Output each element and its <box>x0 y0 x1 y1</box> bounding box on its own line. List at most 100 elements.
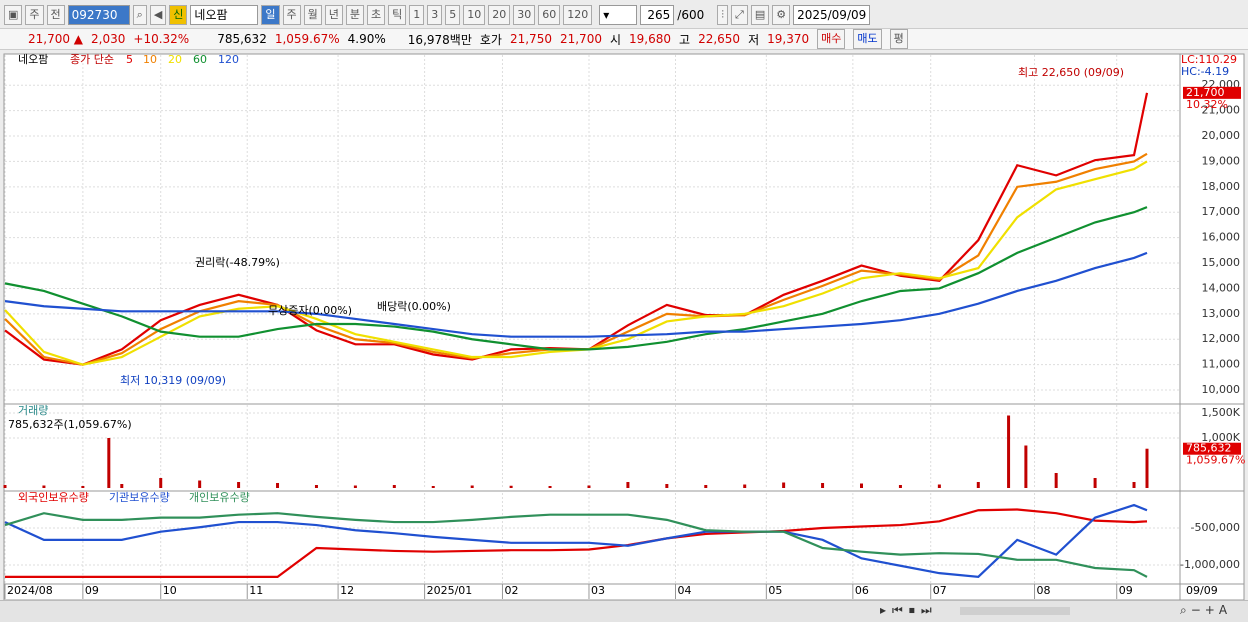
count-max: /600 <box>677 8 705 22</box>
y-tick-label: 16,000 <box>1202 231 1241 244</box>
annotation: 무상증자(0.00%) <box>268 304 352 317</box>
x-tick-label: 11 <box>249 584 263 597</box>
low: 19,370 <box>767 32 810 46</box>
current-label: 785,632 <box>1186 442 1232 455</box>
current-label: 21,700 <box>1186 86 1225 99</box>
unit[interactable]: 년 <box>324 5 343 25</box>
open-label: 시 <box>609 32 622 47</box>
unit[interactable]: 초 <box>367 5 386 25</box>
date[interactable]: 2025/09/09 <box>793 5 871 25</box>
annotation: 최고 22,650 (09/09) <box>1018 66 1124 79</box>
legend-entry: 120 <box>218 53 239 66</box>
volume-bar <box>81 486 85 488</box>
legend-entry: 5 <box>126 53 133 66</box>
volume-bar <box>42 485 46 488</box>
lc: LC:110.29 <box>1181 53 1237 66</box>
interval[interactable]: 120 <box>563 5 593 25</box>
avg-button[interactable]: 평 <box>889 29 908 49</box>
scroll-thumb[interactable] <box>960 607 1070 615</box>
amount: 16,978백만 <box>407 32 472 47</box>
current-box <box>1183 442 1241 455</box>
legend-entry: 10 <box>143 53 157 66</box>
legend-entry: 60 <box>193 53 207 66</box>
y-tick-label: 20,000 <box>1202 129 1241 142</box>
panel-subtitle: 785,632주(1,059.67%) <box>8 418 132 431</box>
x-end-label: 09/09 <box>1186 584 1218 597</box>
interval[interactable]: 60 <box>538 5 561 25</box>
x-tick-label: 06 <box>855 584 869 597</box>
unit[interactable]: 틱 <box>388 5 407 25</box>
low-label: 저 <box>748 32 760 47</box>
series-line <box>4 206 1148 351</box>
interval[interactable]: 3 <box>427 5 443 25</box>
volume-bar <box>704 485 708 488</box>
volume-rate: 1,059.67% <box>274 32 340 46</box>
x-tick-label: 05 <box>768 584 782 597</box>
x-tick-label: 12 <box>340 584 354 597</box>
icon[interactable]: ▣ <box>4 5 23 25</box>
tool[interactable]: ⚙ <box>772 5 791 25</box>
y-tick-label: -1,000,000 <box>1180 558 1240 571</box>
prev[interactable]: 전 <box>46 5 65 25</box>
bid: 21,700 <box>559 32 602 46</box>
unit[interactable]: 월 <box>303 5 322 25</box>
sound[interactable]: ◀ <box>149 5 167 25</box>
tool[interactable]: ⫶ <box>717 5 728 25</box>
volume-bar <box>548 486 552 488</box>
unit[interactable]: 일 <box>261 5 280 25</box>
turnover: 4.90% <box>347 32 386 46</box>
volume-bar <box>159 478 163 488</box>
x-tick-label: 2025/01 <box>427 584 473 597</box>
badge: 신 <box>169 5 188 25</box>
interval[interactable]: 10 <box>463 5 486 25</box>
legend-entry: 기관보유수량 <box>109 491 170 504</box>
zoom-buttons[interactable]: ⌕−+A <box>1180 603 1232 617</box>
series-line <box>4 512 1148 578</box>
x-tick-label: 08 <box>1037 584 1051 597</box>
y-tick-label: 1,500K <box>1201 406 1240 419</box>
panel-title: 거래량 <box>18 404 48 417</box>
volume-bar <box>470 485 474 488</box>
unit[interactable]: 분 <box>345 5 365 25</box>
current-box <box>1183 86 1241 99</box>
volume-bar <box>1132 482 1136 488</box>
dropdown[interactable]: ▾ <box>599 5 638 25</box>
x-tick-label: 09 <box>85 584 99 597</box>
annotation: 권리락(-48.79%) <box>195 256 280 269</box>
x-tick-label: 09 <box>1119 584 1133 597</box>
interval[interactable]: 30 <box>513 5 536 25</box>
high: 22,650 <box>698 32 741 46</box>
interval[interactable]: 5 <box>445 5 461 25</box>
interval[interactable]: 1 <box>409 5 425 25</box>
volume-bar <box>743 484 747 488</box>
volume-bar <box>198 480 202 488</box>
volume-bar <box>898 485 902 488</box>
volume-bar <box>665 484 669 488</box>
interval[interactable]: 20 <box>488 5 511 25</box>
panel-title: 네오팜 <box>18 53 48 66</box>
volume-bar <box>976 482 980 488</box>
x-tick-label: 04 <box>677 584 691 597</box>
volume-bar <box>314 485 318 488</box>
tool[interactable]: ▤ <box>750 5 770 25</box>
y-tick-label: 1,000K <box>1201 431 1240 444</box>
y-tick-label: 15,000 <box>1202 256 1241 269</box>
count[interactable]: 265 <box>640 5 675 25</box>
code[interactable]: 092730 <box>67 5 130 25</box>
period-type[interactable]: 주 <box>25 5 44 25</box>
volume-bar <box>626 482 630 488</box>
y-tick-label: 14,000 <box>1202 281 1241 294</box>
tool[interactable]: ⤢ <box>731 5 748 25</box>
series-line <box>4 503 1148 578</box>
x-tick-label: 2024/08 <box>7 584 53 597</box>
nav-buttons[interactable]: ▸⏮⏹⏭ <box>880 603 938 617</box>
y-tick-label: 10,000 <box>1202 383 1241 396</box>
x-tick-label: 03 <box>591 584 605 597</box>
scrollbar: ▸⏮⏹⏭ ⌕−+A <box>0 600 1248 622</box>
unit[interactable]: 주 <box>282 5 301 25</box>
y-tick-label: 13,000 <box>1202 307 1241 320</box>
search[interactable]: ⌕ <box>132 5 147 25</box>
sell-button[interactable]: 매도 <box>853 29 882 49</box>
buy-button[interactable]: 매수 <box>817 29 846 49</box>
